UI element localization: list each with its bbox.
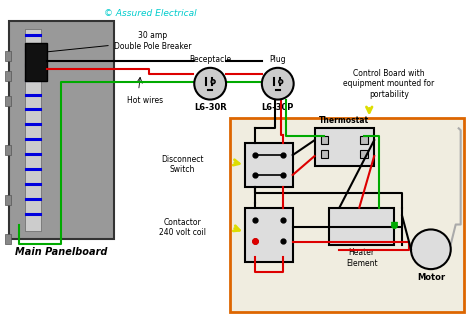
Text: Plug: Plug: [269, 55, 286, 64]
Bar: [320, 150, 328, 158]
Bar: [5, 145, 11, 155]
Text: 30 amp
Double Pole Breaker: 30 amp Double Pole Breaker: [39, 31, 191, 53]
Text: Heater
Element: Heater Element: [346, 248, 378, 268]
Text: L6-30R: L6-30R: [194, 103, 227, 112]
Text: L6-30P: L6-30P: [262, 103, 294, 112]
Bar: [5, 96, 11, 106]
Bar: [25, 29, 41, 231]
Bar: [360, 136, 368, 144]
Bar: [5, 195, 11, 205]
Text: Motor: Motor: [417, 273, 445, 282]
Text: Disconnect
Switch: Disconnect Switch: [161, 155, 203, 174]
Circle shape: [411, 229, 451, 269]
Bar: [9, 21, 114, 239]
Bar: [245, 143, 292, 187]
Circle shape: [279, 80, 283, 84]
Bar: [315, 128, 374, 166]
Text: Main Panelboard: Main Panelboard: [15, 247, 108, 257]
Circle shape: [211, 80, 215, 84]
Text: © Assured Electrical: © Assured Electrical: [104, 9, 197, 18]
Bar: [5, 71, 11, 81]
Text: Thermostat: Thermostat: [319, 116, 369, 125]
Text: Hot wires: Hot wires: [128, 96, 164, 105]
Text: Receptacle: Receptacle: [189, 55, 231, 64]
Bar: [25, 43, 47, 81]
Bar: [360, 150, 368, 158]
Bar: [245, 208, 292, 262]
Text: Control Board with
equipment mounted for
portability: Control Board with equipment mounted for…: [344, 69, 435, 99]
Circle shape: [262, 68, 294, 100]
Circle shape: [194, 68, 226, 100]
Bar: [329, 208, 394, 245]
Bar: [5, 234, 11, 244]
Bar: [230, 118, 464, 312]
Bar: [5, 51, 11, 61]
Text: Contactor
240 volt coil: Contactor 240 volt coil: [159, 217, 206, 237]
Bar: [320, 136, 328, 144]
